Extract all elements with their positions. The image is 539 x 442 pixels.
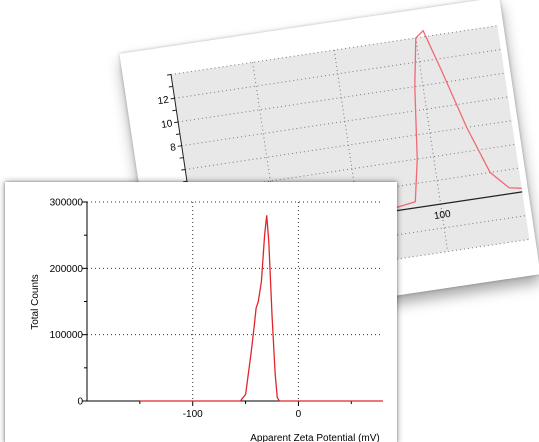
y-tick-label: 100000 (50, 330, 84, 341)
front-axes (82, 201, 383, 406)
x-tick-label: 0 (296, 409, 302, 420)
back-grid-line-v (415, 37, 449, 252)
back-x-tick-label: 100 (433, 209, 452, 222)
y-tick-label: 200000 (50, 264, 84, 275)
front-series-line (139, 215, 383, 402)
back-y-tick (182, 180, 188, 183)
back-series-line (197, 29, 522, 254)
back-y-tick-label: 10 (161, 118, 174, 131)
back-y-tick (172, 109, 177, 112)
front-tick-labels: 0 100000 200000 300000 -100 0 (50, 198, 302, 421)
back-y-tick (168, 85, 173, 88)
back-y-tick-label: 8 (170, 142, 178, 154)
front-chart: 0 100000 200000 300000 -100 0 Total Counts Ap… (30, 198, 383, 442)
x-tick-label: -100 (183, 409, 203, 420)
y-tick-label: 300000 (50, 198, 84, 209)
back-y-tick (181, 168, 186, 171)
back-y-tick (174, 121, 179, 124)
y-tick-label: 0 (77, 397, 83, 408)
back-y-tick (179, 157, 184, 159)
front-grid (87, 201, 383, 401)
back-tick-labels: 8 10 12 100 (157, 95, 452, 223)
back-y-tick-label: 12 (157, 95, 170, 108)
x-axis-label: Apparent Zeta Potential (mV) (250, 433, 380, 442)
back-y-tick (166, 74, 172, 76)
y-axis-label: Total Counts (30, 274, 41, 330)
back-y-tick (177, 145, 182, 147)
back-y-tick (175, 133, 180, 135)
front-chart-card: 0 100000 200000 300000 -100 0 Total Counts Ap… (5, 182, 397, 442)
back-y-tick (170, 97, 175, 100)
